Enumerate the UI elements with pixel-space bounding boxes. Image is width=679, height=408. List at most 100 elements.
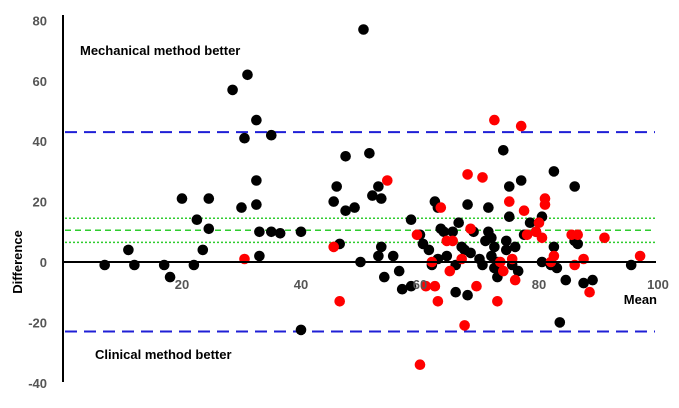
data-point-s1-4: [411, 229, 423, 241]
data-point-s0-42: [396, 283, 408, 295]
data-point-s0-77: [501, 244, 512, 256]
data-point-s0-58: [453, 217, 465, 228]
tick-labels: 80 60 40 20 0 -20 -40 20 40 60 80 100: [28, 13, 669, 390]
data-point-s0-4: [164, 271, 176, 283]
data-point-s0-53: [438, 226, 450, 238]
data-point-s1-19: [477, 172, 488, 183]
data-point-s0-76: [498, 145, 509, 156]
data-point-s1-3: [382, 175, 393, 186]
data-point-s0-95: [560, 274, 572, 286]
data-point-s0-55: [447, 226, 459, 238]
data-point-s0-19: [254, 226, 265, 238]
data-point-s0-91: [548, 166, 560, 177]
x-tick-label: 100: [647, 277, 669, 292]
data-point-s0-14: [242, 69, 253, 81]
data-point-s0-44: [405, 280, 417, 292]
data-point-s0-22: [274, 228, 286, 239]
data-point-s0-29: [340, 205, 351, 216]
data-point-s1-17: [465, 223, 476, 235]
data-point-s0-43: [405, 214, 417, 225]
data-point-s0-98: [572, 238, 583, 250]
data-point-s1-29: [521, 229, 533, 241]
annotation-clinical-better: Clinical method better: [95, 347, 232, 362]
axes: [62, 15, 656, 382]
data-point-s0-9: [203, 223, 215, 235]
data-point-s0-28: [340, 151, 351, 162]
data-point-s1-41: [584, 286, 595, 298]
data-point-s1-26: [509, 274, 521, 286]
data-point-s0-41: [393, 265, 405, 277]
data-point-s0-18: [254, 250, 265, 262]
data-point-s1-9: [432, 296, 444, 307]
data-point-s0-11: [227, 84, 238, 96]
data-point-s0-72: [489, 241, 500, 253]
data-point-s1-21: [492, 296, 503, 307]
data-point-s0-7: [191, 214, 203, 225]
data-point-s0-100: [587, 274, 598, 286]
data-point-s0-61: [462, 199, 473, 210]
x-axis-label: Mean: [624, 292, 657, 307]
data-point-s0-54: [441, 250, 453, 262]
data-point-s0-13: [239, 132, 250, 144]
data-point-s1-32: [536, 232, 548, 244]
data-point-s1-27: [515, 120, 527, 132]
data-point-s0-82: [509, 241, 521, 253]
data-point-s1-24: [504, 196, 515, 207]
data-point-s1-6: [420, 280, 432, 292]
data-point-s0-99: [578, 277, 589, 289]
data-point-s1-20: [489, 114, 500, 126]
y-tick-label: 60: [33, 74, 47, 89]
data-point-s1-43: [634, 250, 646, 262]
data-point-s0-20: [266, 129, 277, 141]
data-point-s0-24: [295, 324, 307, 336]
data-point-s0-37: [376, 193, 387, 204]
data-point-s0-68: [483, 202, 494, 213]
data-point-s0-10: [203, 193, 215, 204]
data-point-s1-1: [328, 241, 340, 253]
x-tick-label: 20: [175, 277, 189, 292]
data-point-s0-78: [501, 235, 512, 247]
data-point-s0-38: [376, 241, 387, 253]
data-point-s0-1: [123, 244, 134, 256]
data-point-s1-36: [548, 250, 560, 262]
data-point-s0-21: [266, 226, 277, 238]
data-point-s1-18: [471, 280, 482, 292]
data-point-s0-86: [524, 217, 536, 228]
data-point-s1-28: [518, 205, 530, 216]
data-point-s0-17: [251, 199, 262, 210]
data-point-s0-16: [251, 175, 262, 186]
data-point-s0-26: [331, 181, 343, 192]
y-tick-label: 0: [40, 255, 47, 270]
data-point-s1-16: [462, 169, 473, 180]
data-point-s1-12: [444, 265, 456, 277]
x-tick-label: 60: [413, 277, 427, 292]
y-tick-label: -20: [28, 315, 47, 330]
y-tick-label: -40: [28, 376, 47, 391]
data-point-s0-35: [373, 181, 384, 192]
data-point-s0-70: [486, 232, 497, 244]
data-point-s0-32: [358, 24, 369, 35]
data-point-s0-39: [379, 271, 390, 283]
data-point-s0-40: [387, 250, 399, 262]
data-point-s1-15: [459, 320, 470, 331]
y-tick-label: 40: [33, 134, 47, 149]
annotation-mechanical-better: Mechanical method better: [80, 43, 240, 58]
data-point-s0-83: [512, 265, 524, 277]
data-point-s0-92: [548, 241, 560, 253]
data-point-s0-84: [515, 175, 527, 186]
reference-lines: [65, 131, 655, 333]
data-points: [99, 24, 646, 371]
data-point-s0-80: [504, 181, 515, 192]
data-point-s0-96: [569, 181, 580, 192]
data-point-s0-23: [295, 226, 307, 238]
data-point-s1-8: [429, 280, 441, 292]
data-point-s1-23: [498, 265, 509, 277]
x-tick-label: 80: [532, 277, 546, 292]
data-point-s0-15: [251, 114, 262, 126]
data-point-s1-10: [435, 202, 447, 213]
data-point-s0-8: [197, 244, 209, 256]
data-point-s0-36: [373, 250, 384, 262]
data-point-s0-34: [367, 190, 378, 201]
data-point-s0-57: [450, 286, 462, 298]
